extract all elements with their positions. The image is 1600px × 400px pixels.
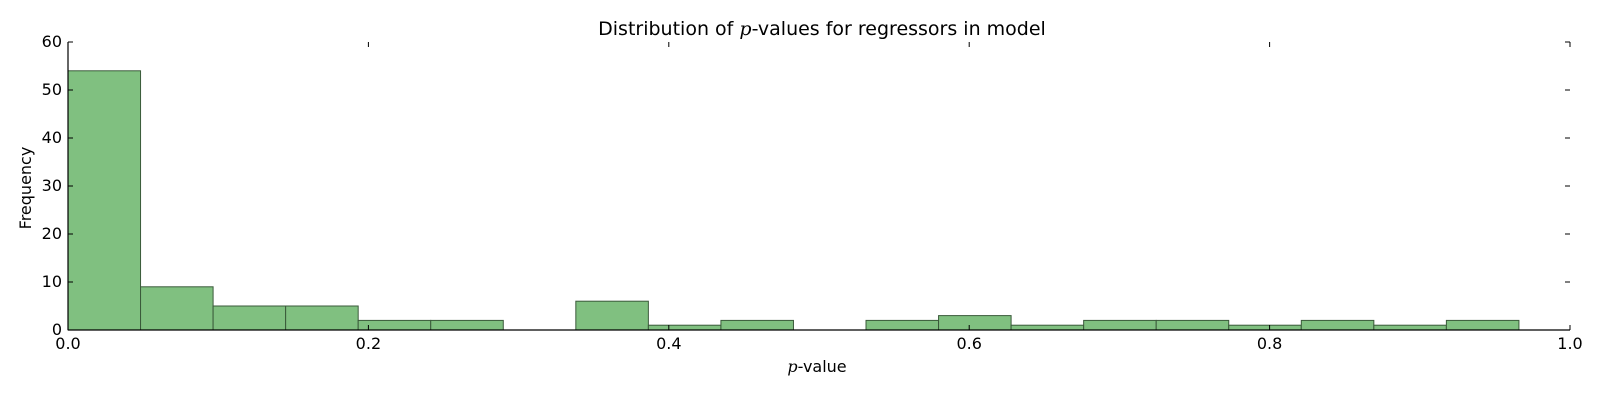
axes (67, 41, 1571, 331)
histogram-bar (1155, 319, 1230, 331)
histogram-bar (140, 286, 214, 331)
histogram-bar (1010, 324, 1085, 331)
histogram-bar (647, 324, 722, 331)
x-tick-label: 0.8 (1257, 334, 1282, 353)
tick-labels: 0.0 0.2 0.4 0.6 0.8 1.0 0 10 20 30 40 50 60 (42, 32, 1583, 353)
histogram-bar (430, 319, 504, 331)
y-tick-label: 10 (42, 272, 62, 291)
y-tick-label: 0 (52, 320, 62, 339)
histogram-bar (720, 319, 794, 331)
histogram-bar (357, 319, 432, 331)
y-tick-label: 30 (42, 176, 62, 195)
y-tick-label: 20 (42, 224, 62, 243)
histogram-bar (865, 319, 940, 331)
histogram-bar (1300, 319, 1375, 331)
y-tick-label: 60 (42, 32, 62, 51)
histogram-bar (1445, 319, 1520, 331)
y-axis-label: Frequency (16, 147, 35, 230)
histogram-bar (285, 305, 359, 331)
x-tick-label: 0.0 (55, 334, 80, 353)
histogram-bars (67, 70, 1520, 331)
histogram-bar (212, 305, 287, 331)
histogram-bar (1228, 324, 1302, 331)
histogram-bar (575, 300, 649, 331)
chart-title: Distribution of p-values for regressors … (598, 18, 1046, 40)
histogram-bar (67, 70, 142, 331)
x-tick-label: 0.6 (956, 334, 981, 353)
x-axis-label: p-value (787, 357, 846, 376)
x-tick-label: 0.2 (356, 334, 381, 353)
x-tick-label: 0.4 (656, 334, 681, 353)
y-tick-label: 40 (42, 128, 62, 147)
x-tick-label: 1.0 (1557, 334, 1582, 353)
y-tick-label: 50 (42, 80, 62, 99)
histogram-bar (1373, 324, 1447, 331)
histogram-bar (938, 315, 1012, 331)
histogram-bar (1083, 319, 1157, 331)
